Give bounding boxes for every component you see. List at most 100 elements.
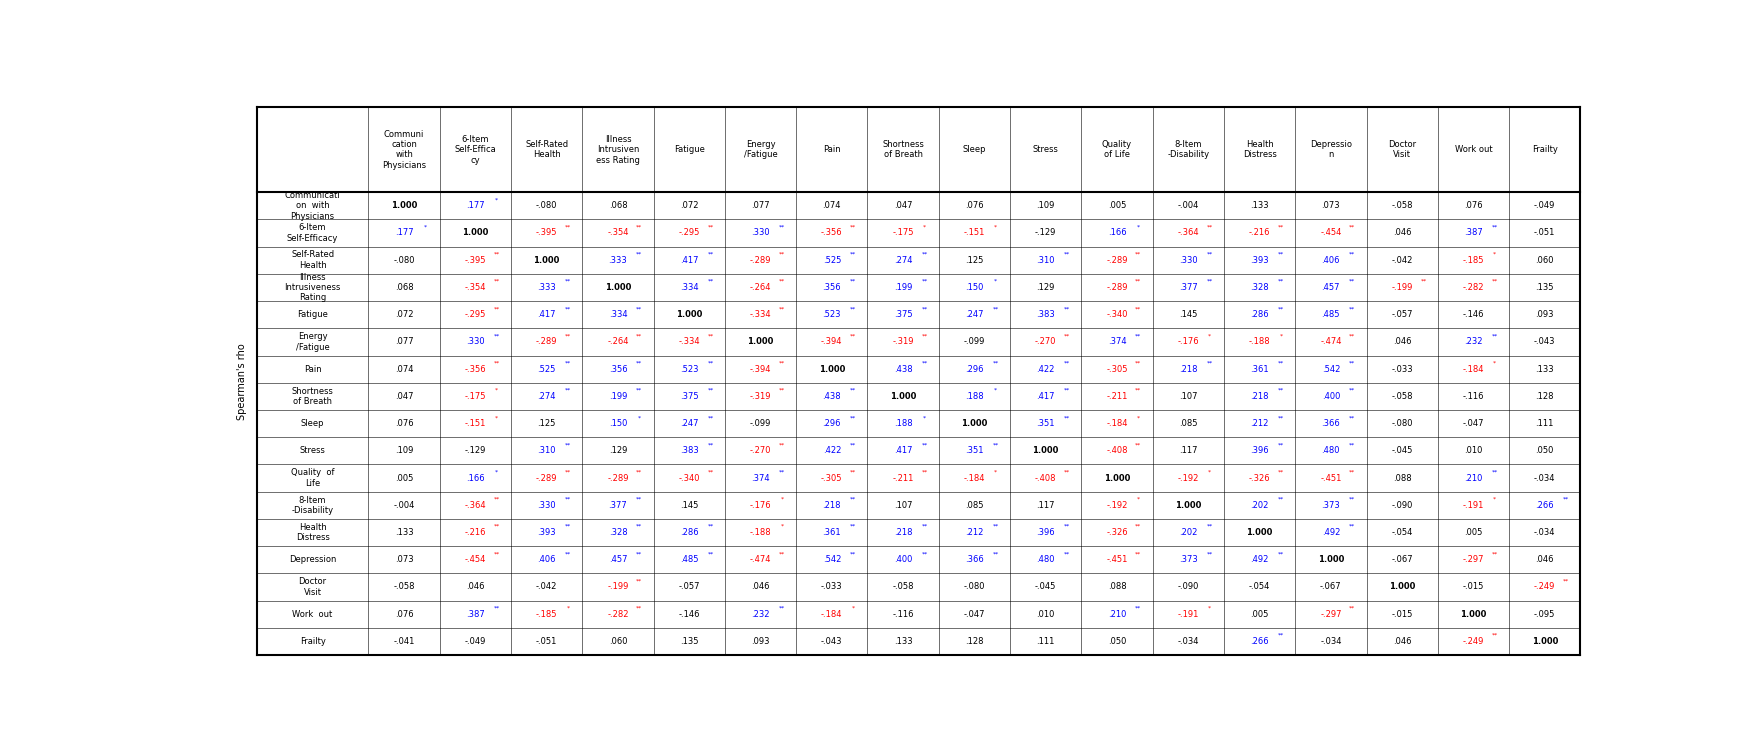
Text: -.297: -.297: [1319, 610, 1342, 619]
Text: .068: .068: [609, 201, 628, 210]
Text: .417: .417: [894, 446, 913, 455]
Text: -.249: -.249: [1463, 637, 1485, 646]
Text: .310: .310: [538, 446, 556, 455]
Text: -.408: -.408: [1034, 473, 1057, 482]
Text: **: **: [1277, 470, 1284, 475]
Text: .400: .400: [1321, 392, 1340, 401]
Text: **: **: [850, 306, 857, 311]
Text: **: **: [1349, 252, 1356, 257]
Text: .077: .077: [751, 201, 770, 210]
Text: **: **: [1135, 524, 1142, 529]
Text: .199: .199: [894, 283, 913, 292]
Text: **: **: [779, 443, 785, 447]
Text: .375: .375: [681, 392, 698, 401]
Text: 1.000: 1.000: [1317, 555, 1344, 564]
Text: .145: .145: [1179, 310, 1198, 319]
Text: .202: .202: [1179, 528, 1198, 537]
Text: -.034: -.034: [1534, 473, 1555, 482]
Text: **: **: [850, 252, 857, 257]
Text: Self-Rated
Health: Self-Rated Health: [526, 140, 568, 160]
Text: -.326: -.326: [1106, 528, 1128, 537]
Text: Work  out: Work out: [292, 610, 332, 619]
Text: -.033: -.033: [821, 583, 843, 592]
Text: -.041: -.041: [394, 637, 415, 646]
Text: -.090: -.090: [1177, 583, 1200, 592]
Text: .074: .074: [394, 365, 413, 374]
Text: .377: .377: [609, 501, 628, 510]
Text: **: **: [779, 306, 785, 311]
Text: **: **: [850, 470, 857, 475]
Text: **: **: [992, 360, 999, 366]
Text: **: **: [637, 306, 642, 311]
Text: .480: .480: [1036, 555, 1055, 564]
Text: -.354: -.354: [464, 283, 485, 292]
Text: **: **: [707, 279, 714, 284]
Text: **: **: [707, 333, 714, 339]
Text: .542: .542: [823, 555, 841, 564]
Text: -.192: -.192: [1177, 473, 1200, 482]
Text: **: **: [1135, 279, 1142, 284]
Text: .129: .129: [1036, 283, 1055, 292]
Text: .046: .046: [1536, 555, 1553, 564]
Text: .076: .076: [394, 419, 413, 428]
Text: -.051: -.051: [536, 637, 558, 646]
Text: 1.000: 1.000: [1105, 473, 1131, 482]
Text: **: **: [1064, 524, 1069, 529]
Text: .334: .334: [609, 310, 628, 319]
Text: -.408: -.408: [1106, 446, 1128, 455]
Text: -.051: -.051: [1534, 228, 1555, 237]
Text: **: **: [1135, 551, 1142, 557]
Text: **: **: [637, 470, 642, 475]
Text: **: **: [922, 443, 927, 447]
Text: .361: .361: [823, 528, 841, 537]
Text: **: **: [494, 333, 500, 339]
Text: *: *: [1136, 415, 1140, 420]
Text: .406: .406: [538, 555, 556, 564]
Text: **: **: [850, 333, 857, 339]
Text: .438: .438: [894, 365, 913, 374]
Text: -.042: -.042: [1391, 255, 1412, 264]
Text: Pain: Pain: [304, 365, 322, 374]
Text: **: **: [1135, 252, 1142, 257]
Text: .393: .393: [538, 528, 556, 537]
Text: 1.000: 1.000: [890, 392, 916, 401]
Text: .085: .085: [966, 501, 983, 510]
Text: 1.000: 1.000: [1033, 446, 1059, 455]
Text: **: **: [1349, 360, 1356, 366]
Text: .046: .046: [1393, 228, 1411, 237]
Text: .366: .366: [1321, 419, 1340, 428]
Text: -.216: -.216: [464, 528, 485, 537]
Text: .199: .199: [609, 392, 628, 401]
Text: .266: .266: [1536, 501, 1553, 510]
Text: -.043: -.043: [1534, 337, 1555, 346]
Text: Communicati
on  with
Physicians: Communicati on with Physicians: [285, 191, 341, 221]
Text: *: *: [1493, 252, 1497, 257]
Text: **: **: [494, 360, 500, 366]
Text: -.058: -.058: [892, 583, 915, 592]
Text: **: **: [1207, 524, 1212, 529]
Text: **: **: [1135, 443, 1142, 447]
Text: -.049: -.049: [464, 637, 485, 646]
Text: .296: .296: [823, 419, 841, 428]
Text: .417: .417: [681, 255, 698, 264]
Text: -.067: -.067: [1391, 555, 1412, 564]
Text: -.454: -.454: [1321, 228, 1342, 237]
Text: **: **: [1064, 551, 1069, 557]
Text: .232: .232: [1463, 337, 1483, 346]
Text: .356: .356: [609, 365, 628, 374]
Text: .005: .005: [396, 473, 413, 482]
Text: **: **: [1349, 497, 1356, 502]
Text: -.176: -.176: [1177, 337, 1200, 346]
Text: .523: .523: [681, 365, 698, 374]
Text: **: **: [565, 388, 572, 393]
Text: **: **: [1492, 470, 1499, 475]
Text: -.176: -.176: [749, 501, 772, 510]
Text: **: **: [1349, 225, 1356, 229]
Text: -.146: -.146: [679, 610, 700, 619]
Text: **: **: [1349, 333, 1356, 339]
Text: **: **: [494, 497, 500, 502]
Text: -.185: -.185: [536, 610, 558, 619]
Text: .088: .088: [1108, 583, 1126, 592]
Text: 1.000: 1.000: [818, 365, 844, 374]
Text: **: **: [565, 360, 572, 366]
